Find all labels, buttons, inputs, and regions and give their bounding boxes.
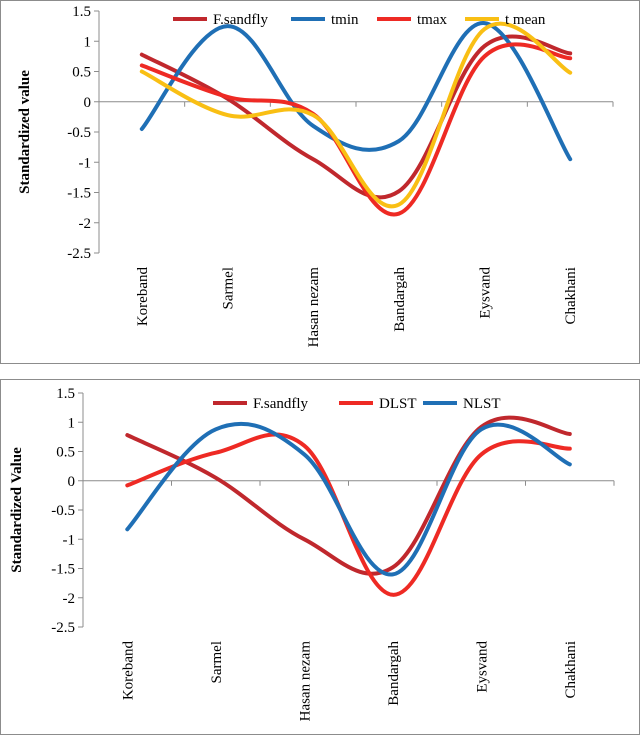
y-tick-label: 0 (84, 95, 92, 111)
y-tick-label: -1.5 (51, 562, 75, 578)
legend-label: tmax (417, 12, 447, 28)
chart-panel-bottom: 1.5 1 0.5 0 -0.5 -1 -1.5 -2 -2.5 Koreband Sarmel Ha… (0, 379, 640, 735)
series-line-nlst (125, 421, 572, 577)
legend-label: F.sandfly (253, 396, 309, 412)
y-axis-title: Standardized value (17, 70, 33, 194)
x-category-label: Sarmel (209, 641, 225, 684)
x-category-label: Bandargah (386, 641, 402, 706)
x-category-label: Koreband (120, 641, 136, 701)
y-tick-label: -2.5 (51, 620, 75, 636)
legend-label: NLST (463, 396, 501, 412)
x-category-label: Eysvand (474, 641, 490, 693)
y-tick-label: 0.5 (56, 445, 75, 461)
series-line-f-sandfly (125, 415, 572, 576)
y-tick-label: 1 (68, 415, 76, 431)
y-tick-label: -2.5 (67, 246, 91, 262)
legend-label: t mean (505, 12, 546, 28)
legend-label: F.sandfly (213, 12, 269, 28)
series-line-tmax (139, 42, 573, 217)
y-tick-label: 1.5 (56, 386, 75, 402)
x-category-label: Chakhani (563, 267, 579, 325)
y-tick-label: -0.5 (67, 125, 91, 141)
y-tick-label: -1 (79, 155, 92, 171)
x-category-label: Hasan nezam (306, 267, 322, 348)
line-chart-bottom: 1.5 1 0.5 0 -0.5 -1 -1.5 -2 -2.5 Koreband Sarmel Ha… (9, 386, 615, 722)
legend-label: DLST (379, 396, 417, 412)
y-tick-label: -2 (63, 591, 76, 607)
x-category-label: Chakhani (563, 641, 579, 699)
y-tick-label: -2 (79, 216, 92, 232)
y-tick-label: -1.5 (67, 186, 91, 202)
line-chart-top: 1.5 1 0.5 0 -0.5 -1 -1.5 -2 -2.5 Koreband Sarmel Ha… (17, 4, 614, 348)
y-tick-label: 0 (68, 474, 76, 490)
y-tick-label: -1 (63, 532, 76, 548)
x-category-label: Eysvand (478, 267, 494, 319)
y-axis-title: Standardized Value (9, 447, 25, 573)
chart-panel-top: 1.5 1 0.5 0 -0.5 -1 -1.5 -2 -2.5 Koreband Sarmel Ha… (0, 0, 640, 364)
y-tick-label: -0.5 (51, 503, 75, 519)
y-tick-label: 0.5 (72, 65, 91, 81)
legend-label: tmin (331, 12, 359, 28)
series-line-t-mean (139, 21, 573, 209)
series-line-tmin (139, 21, 573, 162)
x-category-label: Hasan nezam (297, 641, 313, 722)
x-category-label: Koreband (135, 267, 151, 327)
y-tick-label: 1 (84, 34, 92, 50)
x-category-label: Sarmel (221, 267, 237, 310)
series-line-dlst (125, 432, 572, 597)
y-tick-label: 1.5 (72, 4, 91, 20)
x-category-label: Bandargah (392, 267, 408, 332)
